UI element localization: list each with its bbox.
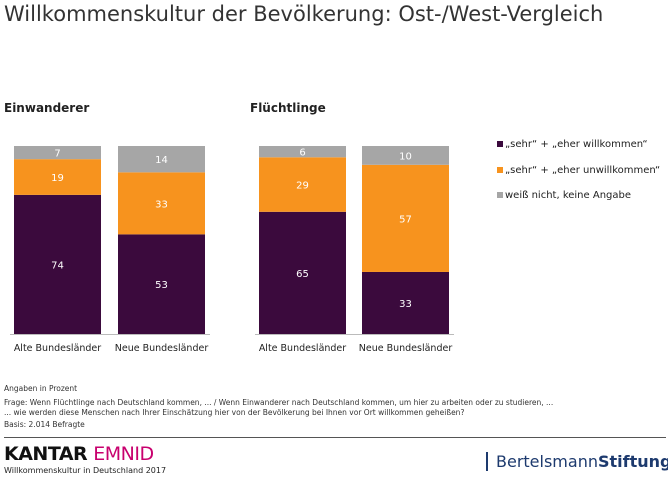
bar-segment xyxy=(259,146,346,158)
chart: 74 19 7 Alte Bundesländer 53 33 14 Neue Bundesl… xyxy=(10,146,454,354)
data-label: 6 xyxy=(299,148,305,159)
legend-label: „sehr“ + „eher willkommen“ xyxy=(505,139,648,150)
data-label: 65 xyxy=(296,269,309,280)
legend-item-willkommen: „sehr“ + „eher willkommen“ xyxy=(497,139,648,150)
kantar-emnid-logo: KANTAR EMNID xyxy=(4,443,154,465)
note-unit: Angaben in Prozent xyxy=(4,384,78,393)
bar-segment xyxy=(118,172,205,235)
category-label: Neue Bundesländer xyxy=(115,343,209,354)
category-label: Alte Bundesländer xyxy=(14,343,101,354)
bar-segment xyxy=(14,159,101,195)
bar-segment xyxy=(362,146,449,165)
bar-segment xyxy=(14,194,101,334)
note-basis: Basis: 2.014 Befragte xyxy=(4,420,85,429)
data-label: 53 xyxy=(155,280,168,291)
note-question-1: Frage: Wenn Flüchtlinge nach Deutschland… xyxy=(4,398,554,407)
bar-segment xyxy=(259,157,346,212)
bar-segment xyxy=(118,146,205,173)
data-label: 74 xyxy=(51,260,64,271)
panel-title-einwanderer: Einwanderer xyxy=(4,101,90,115)
divider xyxy=(4,437,666,438)
footer-subtitle: Willkommenskultur in Deutschland 2017 xyxy=(4,466,167,475)
bar-segment xyxy=(362,271,449,334)
page-title: Willkommenskultur der Bevölkerung: Ost-/… xyxy=(4,2,604,26)
category-label: Alte Bundesländer xyxy=(259,343,346,354)
legend-label: weiß nicht, keine Angabe xyxy=(505,190,632,201)
bertelsmann-stiftung-logo: BertelsmannStiftung xyxy=(486,452,668,471)
data-label: 33 xyxy=(399,299,412,310)
legend-item-unwillkommen: „sehr“ + „eher unwillkommen“ xyxy=(497,165,660,176)
data-label: 7 xyxy=(54,149,60,160)
panel-title-fluechtlinge: Flüchtlinge xyxy=(250,101,326,115)
note-question-2: ... wie werden diese Menschen nach Ihrer… xyxy=(4,408,465,417)
data-label: 10 xyxy=(399,151,412,162)
category-label: Neue Bundesländer xyxy=(359,343,453,354)
data-label: 29 xyxy=(296,181,309,192)
bar-segment xyxy=(14,146,101,160)
data-label: 14 xyxy=(155,155,168,166)
data-label: 19 xyxy=(51,173,64,184)
data-label: 33 xyxy=(155,199,168,210)
data-label: 57 xyxy=(399,214,412,225)
bar-segment xyxy=(118,234,205,334)
legend-item-weiss-nicht: weiß nicht, keine Angabe xyxy=(497,190,631,201)
bar-segment xyxy=(362,164,449,272)
legend-label: „sehr“ + „eher unwillkommen“ xyxy=(505,165,661,176)
bar-segment xyxy=(259,211,346,334)
